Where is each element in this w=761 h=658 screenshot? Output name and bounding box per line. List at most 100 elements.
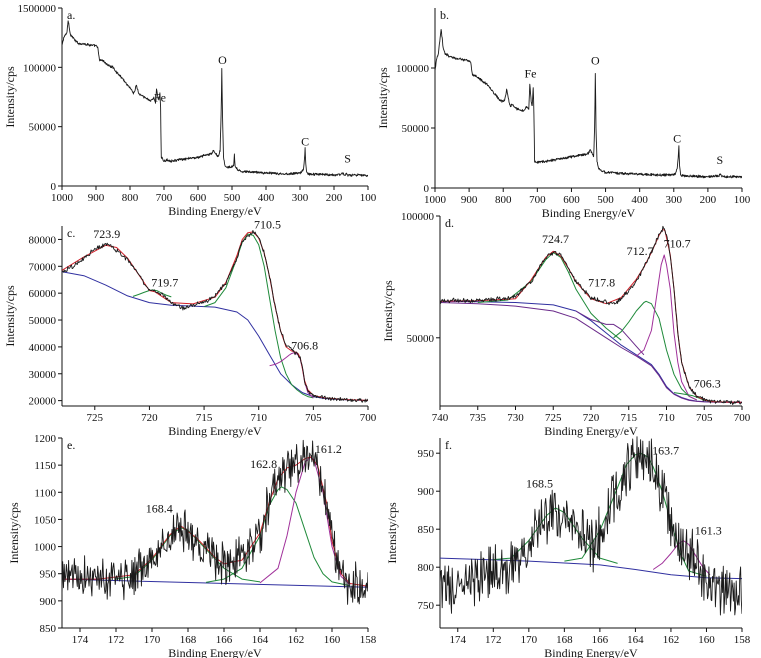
panel-f: 174 172 170 168 166 164 162 160 158 750 800 850 900 9… — [385, 436, 751, 658]
y-tick-label: 100000 — [23, 62, 57, 74]
x-tick-label: 174 — [450, 634, 467, 646]
x-tick-label: 164 — [252, 634, 269, 646]
panel-label: d. — [445, 216, 454, 230]
x-tick-label: 158 — [734, 634, 751, 646]
y-tick-label: 80000 — [29, 234, 57, 246]
peak-annotation: 724.7 — [542, 232, 569, 246]
x-axis-title: Binding Energy/eV — [542, 206, 636, 220]
panel-label: a. — [67, 8, 75, 22]
x-tick-label: 168 — [556, 634, 573, 646]
y-tick-label: 100000 — [396, 63, 430, 75]
peak-annotation: 712.7 — [627, 244, 654, 258]
y-tick-label: 1100 — [34, 487, 56, 499]
y-tick-label: 100000 — [401, 211, 435, 223]
x-tick-label: 710 — [250, 412, 267, 424]
peak-annotation: Fe — [154, 91, 166, 105]
x-tick-label: 160 — [698, 634, 715, 646]
series-raw — [62, 20, 368, 177]
y-axis-title: Intensity/cps — [3, 285, 17, 347]
panel-b: 1000 900 800 700 600 500 400 300 200 100050000100… — [376, 8, 751, 220]
series-purple — [575, 310, 645, 356]
series-background — [62, 271, 368, 402]
peak-annotation: S — [344, 151, 351, 165]
series-green — [205, 486, 351, 587]
y-axis-title: Intensity/cps — [381, 280, 395, 342]
peak-annotation: 161.3 — [695, 524, 722, 538]
x-tick-label: 500 — [597, 194, 614, 206]
y-tick-label: 1000 — [34, 542, 57, 554]
series-purple — [440, 302, 742, 404]
x-tick-label: 900 — [88, 192, 105, 204]
x-tick-label: 400 — [631, 194, 648, 206]
y-tick-label: 900 — [40, 596, 57, 608]
series-raw — [440, 225, 742, 405]
x-tick-label: 500 — [224, 192, 241, 204]
x-tick-label: 730 — [507, 412, 524, 424]
peak-annotation: 710.7 — [664, 237, 691, 251]
y-axis-title: Intensity/cps — [7, 502, 21, 564]
panel-a: 1000 900 800 700 600 500 400 300 200 100050000100… — [3, 3, 377, 218]
x-tick-label: 160 — [324, 634, 341, 646]
x-tick-label: 300 — [292, 192, 309, 204]
peak-annotation: 710.5 — [254, 218, 281, 232]
x-tick-label: 100 — [360, 192, 377, 204]
x-tick-label: 170 — [144, 634, 161, 646]
peak-annotation: O — [218, 53, 227, 67]
x-tick-label: 700 — [734, 412, 751, 424]
peak-annotation: 706.3 — [694, 377, 721, 391]
series-raw — [62, 229, 368, 403]
y-tick-label: 1500000 — [18, 3, 57, 15]
panel-label: c. — [67, 226, 75, 240]
x-tick-label: 172 — [485, 634, 502, 646]
y-tick-label: 30000 — [29, 369, 57, 381]
y-tick-label: 50000 — [402, 123, 430, 135]
y-tick-label: 50000 — [29, 122, 57, 134]
peak-annotation: Fe — [525, 67, 537, 81]
series-green — [613, 300, 697, 401]
y-tick-label: 950 — [418, 448, 435, 460]
x-tick-label: 168 — [180, 634, 197, 646]
x-tick-label: 166 — [592, 634, 609, 646]
y-tick-label: 0 — [51, 181, 57, 193]
x-tick-label: 170 — [521, 634, 538, 646]
x-tick-label: 200 — [700, 194, 717, 206]
y-tick-label: 850 — [418, 524, 435, 536]
peak-annotation: S — [716, 153, 723, 167]
x-tick-label: 1000 — [51, 192, 74, 204]
y-axis-title: Intensity/cps — [385, 502, 399, 564]
x-tick-label: 720 — [583, 412, 600, 424]
panel-c: 725 720 715 710 705 700 20000 30000 40000 50000 60… — [3, 218, 377, 438]
series-green — [203, 233, 314, 399]
x-tick-label: 800 — [122, 192, 139, 204]
peak-annotation: 168.5 — [526, 476, 553, 490]
x-tick-label: 166 — [216, 634, 233, 646]
x-tick-label: 715 — [196, 412, 213, 424]
x-axis-title: Binding Energy/eV — [168, 424, 262, 438]
x-tick-label: 715 — [621, 412, 638, 424]
x-tick-label: 700 — [360, 412, 377, 424]
peak-annotation: 168.4 — [146, 501, 173, 515]
x-tick-label: 1000 — [424, 194, 447, 206]
x-tick-label: 200 — [326, 192, 343, 204]
y-tick-label: 1150 — [34, 460, 56, 472]
x-tick-label: 705 — [305, 412, 322, 424]
x-tick-label: 720 — [141, 412, 158, 424]
panel-label: b. — [440, 8, 449, 22]
series-raw — [440, 436, 742, 616]
x-axis-title: Binding Energy/eV — [168, 204, 262, 218]
y-tick-label: 850 — [40, 623, 57, 635]
panel-d: 740 735 730 725 720 715 710 705 700 50000 100000 Bi… — [381, 211, 751, 438]
y-tick-label: 50000 — [29, 315, 57, 327]
x-tick-label: 162 — [663, 634, 680, 646]
x-tick-label: 600 — [563, 194, 580, 206]
y-tick-label: 20000 — [29, 396, 57, 408]
peak-annotation: 163.7 — [652, 444, 679, 458]
x-tick-label: 735 — [470, 412, 487, 424]
series-green — [477, 252, 622, 341]
x-tick-label: 700 — [529, 194, 546, 206]
x-tick-label: 158 — [360, 634, 377, 646]
peak-annotation: 719.7 — [151, 275, 178, 289]
y-axis-title: Intensity/cps — [376, 67, 390, 129]
peak-annotation: 723.9 — [93, 227, 120, 241]
